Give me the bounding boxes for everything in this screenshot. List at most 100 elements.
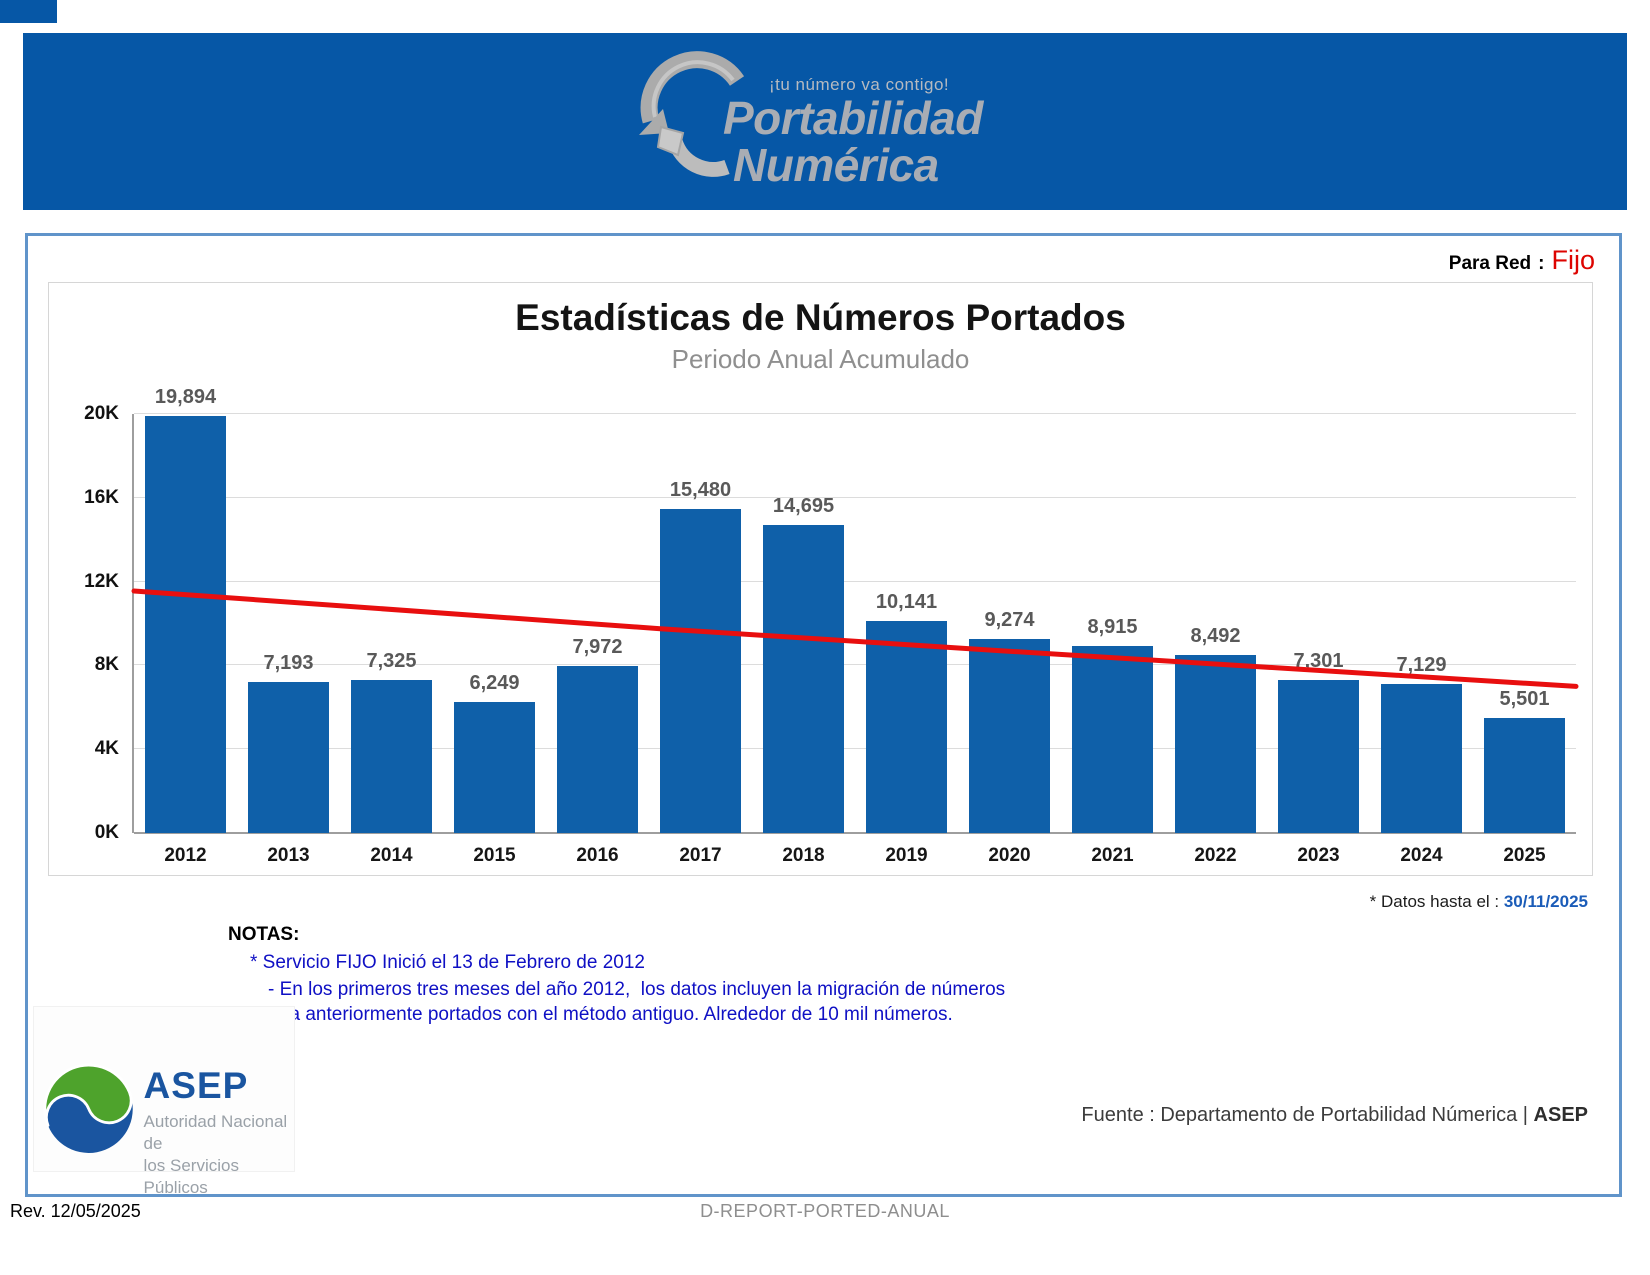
bar-2022 <box>1175 655 1256 833</box>
brand-line-numerica: Numérica <box>733 138 939 191</box>
note-line: * Servicio FIJO Inició el 13 de Febrero … <box>250 952 645 973</box>
footer-revision-date: Rev. 12/05/2025 <box>10 1201 141 1221</box>
notes-heading: NOTAS: <box>228 924 300 945</box>
y-axis-tick-label: 0K <box>94 822 119 843</box>
x-axis-year-label: 2017 <box>679 845 722 866</box>
brand-line-portabilidad: Portabilidad <box>723 92 983 144</box>
x-axis-year-label: 2020 <box>988 845 1031 866</box>
bar-value-label: 15,480 <box>669 478 732 501</box>
bar-value-label: 8,492 <box>1190 625 1241 648</box>
chart-title: Estadísticas de Números Portados <box>515 297 1126 338</box>
bar-2016 <box>557 666 638 833</box>
x-axis-year-label: 2025 <box>1503 845 1546 866</box>
bar-value-label: 5,501 <box>1499 687 1550 710</box>
source-prefix: Fuente : Departamento de Portabilidad Nú… <box>1081 1104 1534 1126</box>
bar-2019 <box>866 620 947 833</box>
y-axis-tick-label: 12K <box>84 570 119 592</box>
bar-slot: 6,249 2015 <box>443 414 546 866</box>
bar-slot: 7,972 2016 <box>546 414 649 866</box>
bar-slot: 10,141 2019 <box>855 414 958 866</box>
chart-container: Estadísticas de Números Portados Periodo… <box>48 282 1593 876</box>
notes-block: NOTAS: * Servicio FIJO Inició el 13 de F… <box>228 924 1005 1026</box>
bar-slot: 14,695 2018 <box>752 414 855 866</box>
data-cutoff-label: * Datos hasta el : <box>1369 892 1504 911</box>
swoosh-arrows-icon <box>639 51 745 177</box>
source-line: Fuente : Departamento de Portabilidad Nú… <box>1081 1104 1588 1127</box>
bar-value-label: 14,695 <box>772 495 835 518</box>
bar-value-label: 10,141 <box>875 590 938 613</box>
bar-slot: 7,129 2024 <box>1370 414 1473 866</box>
banner-tagline: ¡tu número va contigo! <box>769 75 950 94</box>
bar-slot: 8,915 2021 <box>1061 414 1164 866</box>
bar-slot: 8,492 2022 <box>1164 414 1267 866</box>
x-axis-year-label: 2015 <box>473 845 516 866</box>
gridline <box>134 832 1576 834</box>
note-line: ya anteriormente portados con el método … <box>280 1004 953 1025</box>
x-axis-year-label: 2013 <box>267 845 310 866</box>
x-axis-year-label: 2016 <box>576 845 619 866</box>
footer-document-id: D-REPORT-PORTED-ANUAL <box>700 1201 950 1221</box>
bar-slot: 5,501 2025 <box>1473 414 1576 866</box>
bar-value-label: 19,894 <box>154 386 217 409</box>
bar-2018 <box>763 525 844 833</box>
bar-value-label: 7,129 <box>1396 653 1447 676</box>
y-axis-tick-label: 20K <box>84 403 119 424</box>
asep-logo-card: ASEP Autoridad Nacional de los Servicios… <box>33 1006 295 1197</box>
plot-area: 20K 16K 12K 8K 4K 0K 19,894 2012 7,193 2013 7,325 2… <box>84 386 1579 866</box>
bar-2013 <box>248 682 329 833</box>
bar-2014 <box>351 679 432 833</box>
portabilidad-swoosh-icon <box>635 49 753 196</box>
y-axis-tick-label: 8K <box>94 654 119 676</box>
bar-2017 <box>660 508 741 833</box>
bar-2020 <box>969 638 1050 833</box>
asep-text-block: ASEP Autoridad Nacional de los Servicios… <box>143 1065 294 1197</box>
bar-slot: 15,480 2017 <box>649 414 752 866</box>
x-axis-year-label: 2014 <box>370 845 413 866</box>
bar-slot: 9,274 2020 <box>958 414 1061 866</box>
x-axis-year-label: 2023 <box>1297 845 1340 866</box>
asep-name: ASEP <box>143 1065 249 1106</box>
bar-value-label: 9,274 <box>984 608 1035 631</box>
bar-value-label: 8,915 <box>1087 616 1138 639</box>
x-axis-year-label: 2019 <box>885 845 928 866</box>
y-axis-tick-label: 4K <box>94 738 119 760</box>
bar-value-label: 7,972 <box>572 636 623 658</box>
x-axis-year-label: 2024 <box>1400 845 1443 866</box>
gridline <box>134 580 1576 582</box>
chart-subtitle: Periodo Anual Acumulado <box>671 344 970 374</box>
bar-value-label: 7,325 <box>366 649 417 672</box>
asep-logo-icon <box>43 1063 133 1153</box>
bar-slot: 7,301 2023 <box>1267 414 1370 866</box>
asep-tagline-line2: los Servicios Públicos <box>143 1156 239 1198</box>
asep-tagline-line1: Autoridad Nacional de <box>143 1112 288 1154</box>
bars-layer: 19,894 2012 7,193 2013 7,325 2014 6,249 2015 7,9… <box>134 386 1576 866</box>
bar-value-label: 6,249 <box>469 672 520 695</box>
y-axis-tick-label: 16K <box>84 486 119 508</box>
x-axis-year-label: 2021 <box>1091 845 1134 866</box>
source-org: ASEP <box>1533 1104 1588 1126</box>
bar-2012 <box>145 416 226 833</box>
x-axis-year-label: 2018 <box>782 845 825 866</box>
para-red-label: Para Red <box>1448 253 1532 274</box>
bar-2021 <box>1072 646 1153 833</box>
gridline <box>134 413 1576 414</box>
bar-2015 <box>454 702 535 833</box>
data-cutoff-note: * Datos hasta el : 30/11/2025 <box>1370 892 1588 912</box>
bar-value-label: 7,193 <box>263 652 314 675</box>
corner-accent <box>0 0 57 23</box>
para-red-value: Fijo <box>1551 245 1595 275</box>
bar-slot: 7,193 2013 <box>237 414 340 866</box>
top-banner: ¡tu número va contigo! Portabilidad Numé… <box>23 33 1627 210</box>
bar-slot: 7,325 2014 <box>340 414 443 866</box>
report-panel: Para Red : Fijo Estadísticas de Números … <box>25 233 1622 1197</box>
bar-2025 <box>1484 717 1565 833</box>
bar-2024 <box>1381 683 1462 833</box>
data-cutoff-date: 30/11/2025 <box>1503 892 1588 911</box>
para-red-header: Para Red : Fijo <box>1449 245 1595 276</box>
x-axis-year-label: 2012 <box>164 845 207 866</box>
gridline <box>134 496 1576 498</box>
note-line: - En los primeros tres meses del año 201… <box>268 979 1006 1000</box>
gridline <box>134 748 1576 750</box>
asep-tagline: Autoridad Nacional de los Servicios Públ… <box>144 1111 294 1199</box>
bar-slot: 19,894 2012 <box>134 386 237 866</box>
